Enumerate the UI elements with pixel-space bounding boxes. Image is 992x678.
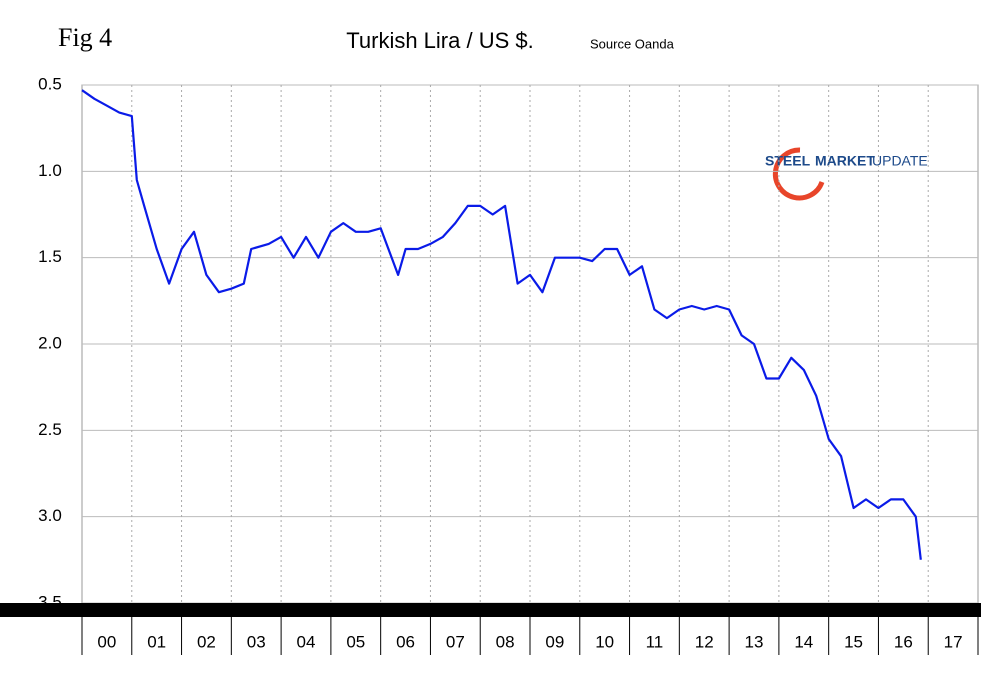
chart-subtitle: Source Oanda (590, 36, 675, 51)
x-tick-label: 14 (794, 632, 813, 651)
x-tick-label: 12 (695, 632, 714, 651)
x-tick-label: 15 (844, 632, 863, 651)
y-tick-label: 0.5 (38, 74, 62, 93)
logo-text: STEEL (765, 153, 811, 169)
x-tick-label: 10 (595, 632, 614, 651)
y-tick-label: 2.5 (38, 420, 62, 439)
chart-title: Turkish Lira / US $. (346, 28, 533, 53)
x-tick-label: 08 (496, 632, 515, 651)
x-tick-label: 11 (646, 632, 664, 651)
y-tick-label: 1.0 (38, 161, 62, 180)
logo-swoosh (772, 147, 825, 201)
x-tick-label: 09 (545, 632, 564, 651)
x-tick-label: 13 (745, 632, 764, 651)
x-tick-label: 17 (944, 632, 963, 651)
axis-band (0, 603, 981, 617)
logo: STEEL MARKET UPDATE (765, 147, 928, 201)
x-tick-label: 16 (894, 632, 913, 651)
x-tick-label: 05 (346, 632, 365, 651)
data-line (81, 89, 922, 560)
x-tick-label: 03 (247, 632, 266, 651)
x-tick-label: 00 (97, 632, 116, 651)
x-tick-label: 01 (147, 632, 166, 651)
x-tick-label: 04 (297, 632, 316, 651)
x-tick-label: 07 (446, 632, 465, 651)
y-tick-label: 2.0 (38, 333, 62, 352)
y-tick-label: 1.5 (38, 247, 62, 266)
x-tick-label: 02 (197, 632, 216, 651)
y-tick-label: 3.0 (38, 506, 62, 525)
x-tick-label: 06 (396, 632, 415, 651)
logo-text: UPDATE (872, 153, 928, 169)
logo-text: MARKET (815, 153, 875, 169)
figure-label: Fig 4 (58, 23, 112, 52)
